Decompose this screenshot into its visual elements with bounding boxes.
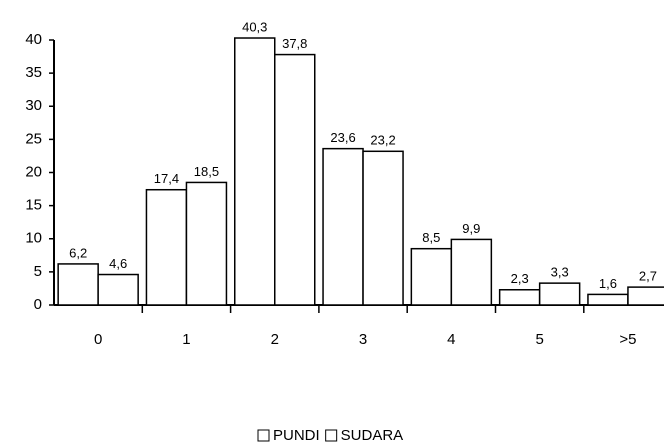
bar [234,37,276,306]
y-tick-label: 0 [34,296,42,313]
bar [410,247,453,306]
legend-label: SUDARA [341,427,404,444]
value-label: 18,5 [194,164,219,179]
bar [498,289,541,306]
x-tick-label: 2 [271,331,279,348]
value-label: 1,6 [599,276,617,291]
y-tick-label: 20 [25,163,42,180]
y-tick-label: 35 [25,64,42,81]
value-label: 8,5 [422,230,440,245]
x-tick-label: 5 [535,331,543,348]
y-tick-label: 5 [34,263,42,280]
x-tick-label: >5 [619,331,636,348]
bar [57,263,99,306]
y-tick-label: 15 [25,197,42,214]
bar [362,150,404,306]
x-tick-label: 1 [182,331,190,348]
value-label: 23,2 [370,133,395,148]
value-label: 17,4 [154,171,179,186]
value-label: 6,2 [69,245,87,260]
bar [185,181,228,306]
value-label: 3,3 [551,265,569,280]
x-tick-label: 0 [94,331,102,348]
bar [322,147,364,306]
bar [627,286,664,306]
bar [274,53,316,306]
value-label: 2,7 [639,269,657,284]
value-label: 37,8 [282,36,307,51]
x-tick-label: 3 [359,331,367,348]
bar [538,282,581,306]
bar [145,188,188,306]
value-label: 40,3 [242,19,267,34]
y-tick-label: 10 [25,230,42,247]
x-tick-label: 4 [447,331,455,348]
y-tick-label: 25 [25,130,42,147]
value-label: 4,6 [109,256,127,271]
bar [450,238,493,306]
value-label: 9,9 [462,221,480,236]
bar [587,293,629,306]
value-label: 2,3 [511,271,529,286]
value-label: 23,6 [330,130,355,145]
legend-label: PUNDI [273,427,320,444]
y-tick-label: 40 [25,31,42,48]
legend-swatch [325,429,338,442]
y-tick-label: 30 [25,97,42,114]
legend-swatch [257,429,270,442]
bar [97,273,139,306]
